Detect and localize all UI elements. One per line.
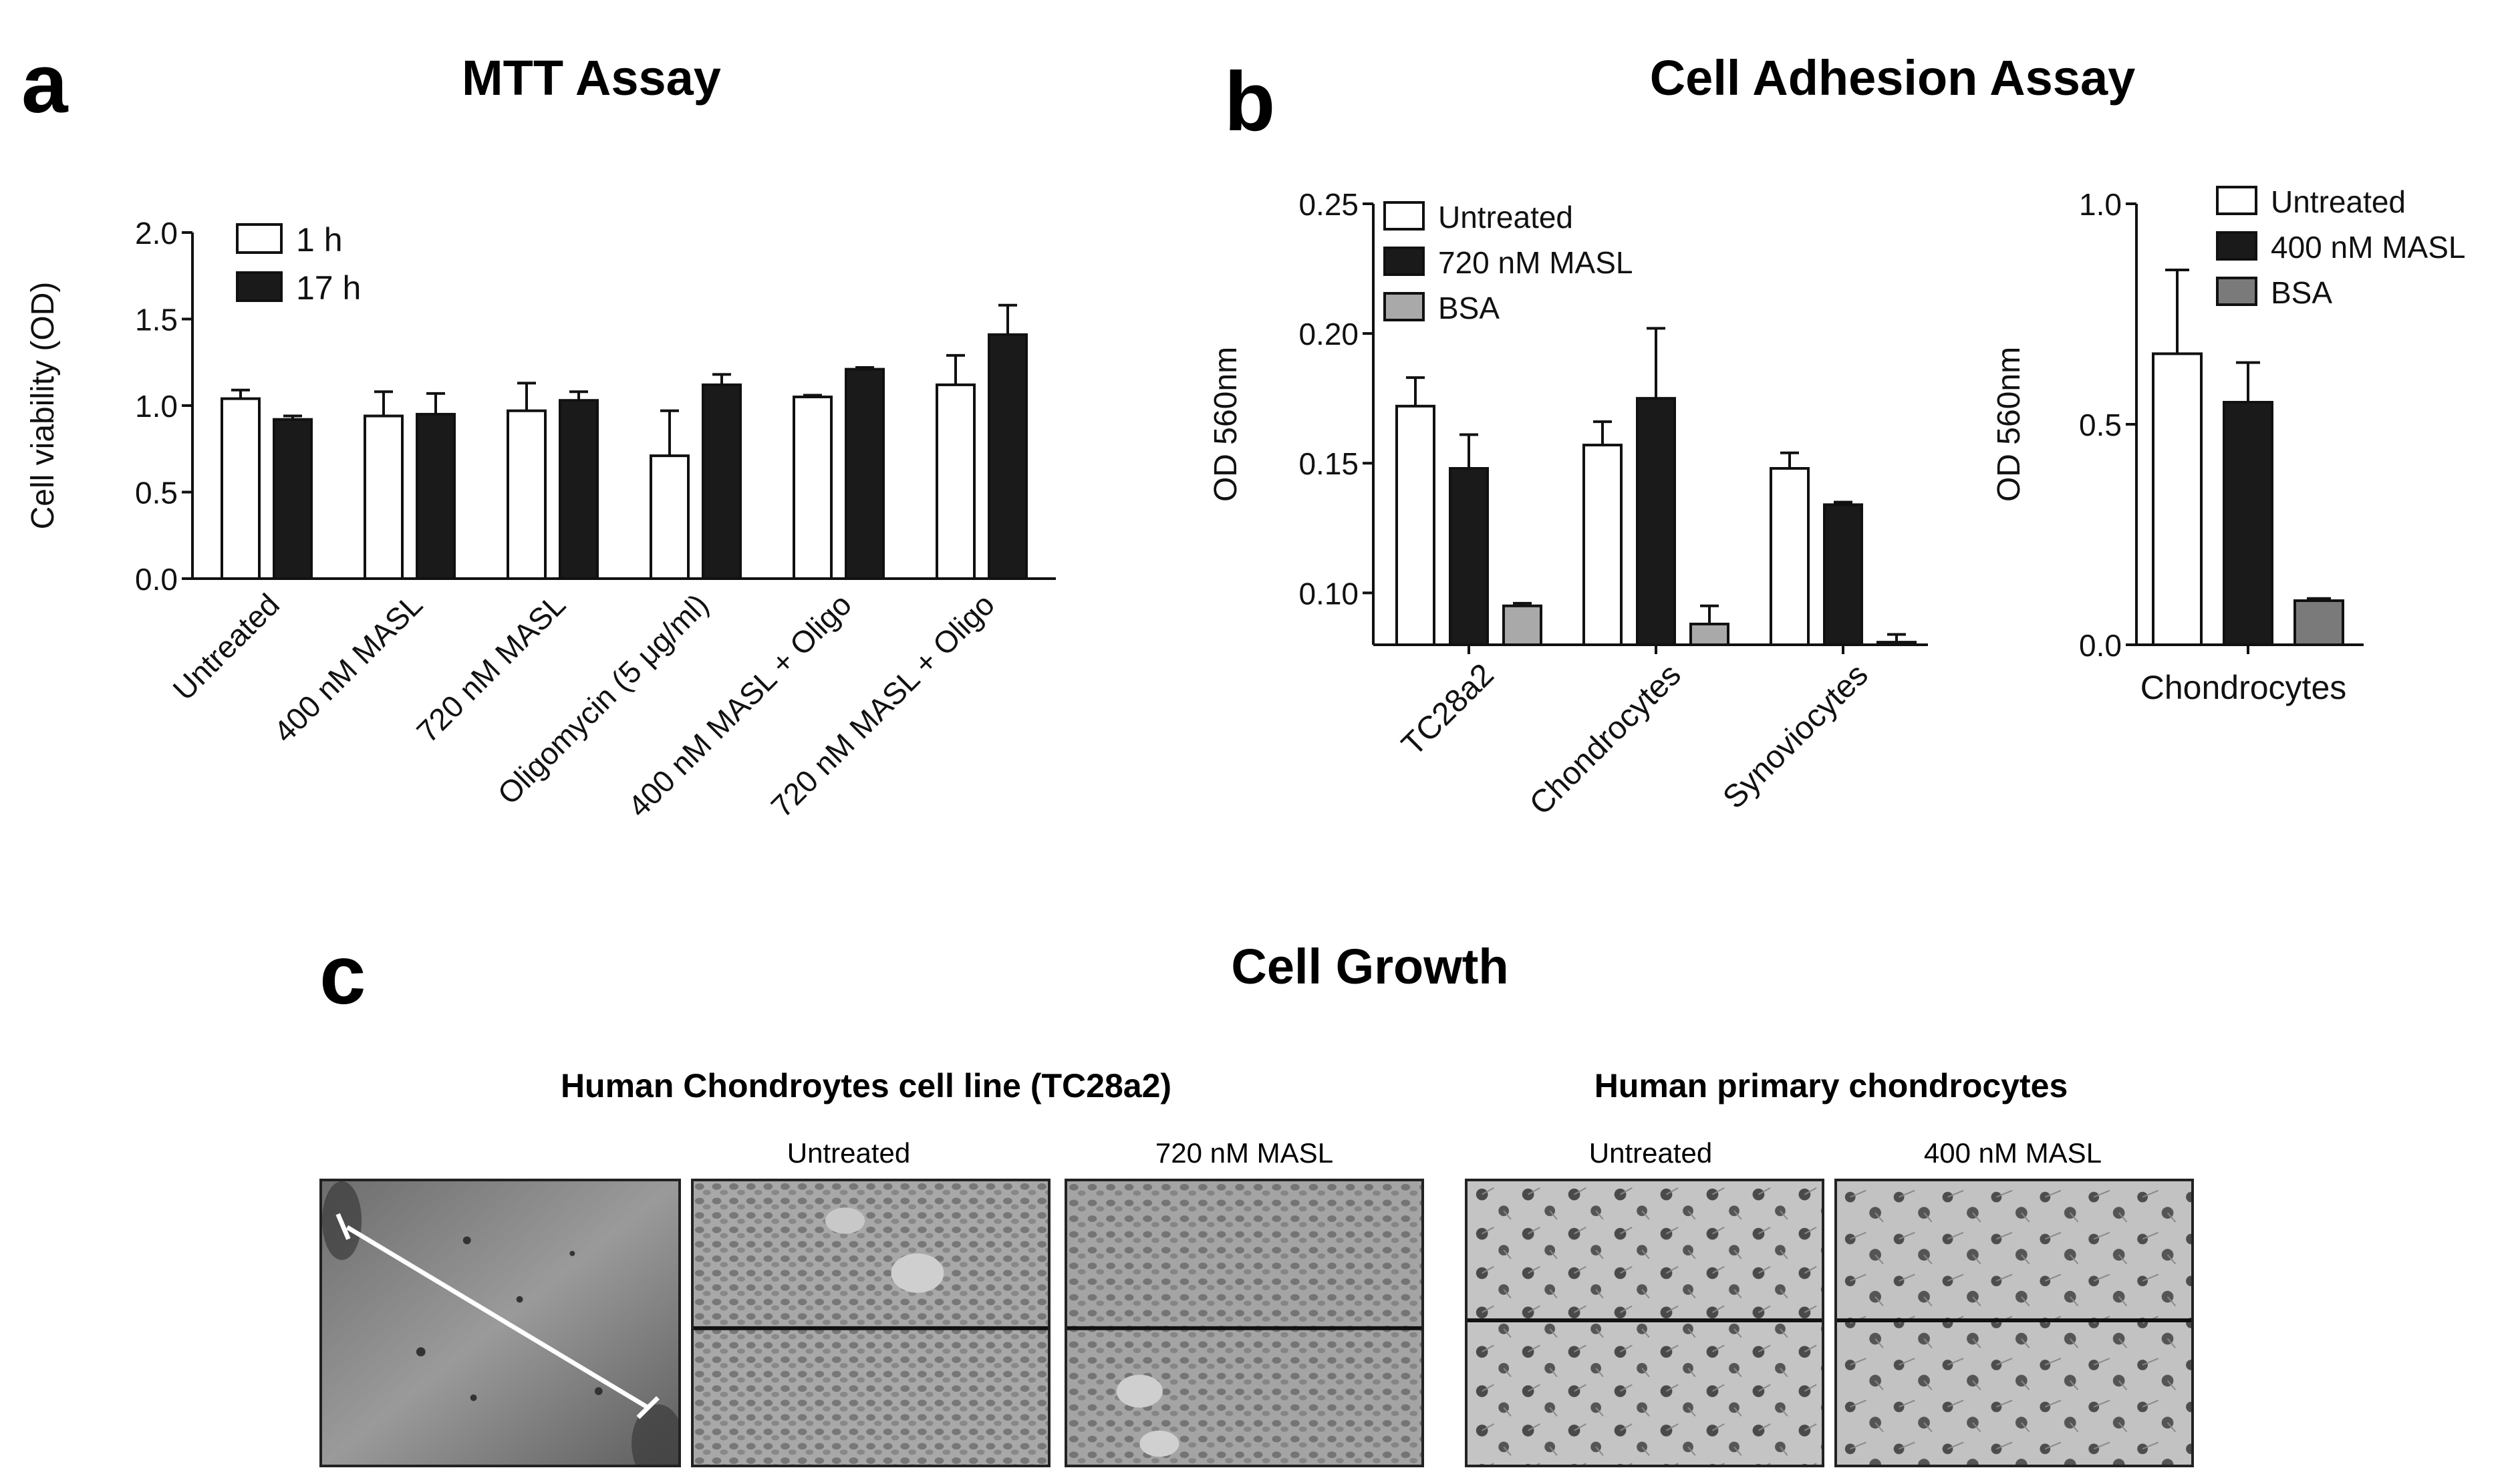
growth-panel-label-3: Untreated <box>1589 1137 1712 1169</box>
x-tick-label: 400 nM MASL <box>267 587 429 749</box>
y-tick-label: 1.5 <box>135 303 178 337</box>
bar-mtt-400-nm-masl-1-h <box>364 414 404 580</box>
bar-mtt-720-nm-masl-17-h <box>559 399 599 580</box>
y-tick-label: 0.5 <box>135 476 178 510</box>
micrograph-primary-untreated <box>1465 1179 1824 1467</box>
growth-panel-label-2: 720 nM MASL <box>1155 1137 1333 1169</box>
y-tick-label: 0.10 <box>1298 576 1359 611</box>
x-tick-label: Synoviocytes <box>1716 657 1874 815</box>
legend-label: Untreated <box>2271 184 2406 219</box>
bar-adhesion2-chondrocytes-untreated <box>2152 352 2203 647</box>
x-tick-label: TC28a2 <box>1395 657 1501 762</box>
bar-mtt-720-nm-masl-oligo-17-h <box>988 333 1028 580</box>
legend-swatch <box>1383 201 1425 231</box>
bar-adhesion1-chondrocytes-bsa <box>1689 622 1729 646</box>
legend-swatch <box>236 271 283 302</box>
bar-mtt-720-nm-masl-oligo-1-h <box>936 383 976 580</box>
mtt-title: MTT Assay <box>462 50 721 106</box>
legend-swatch <box>2216 277 2257 306</box>
y-tick-label: 2.0 <box>135 216 178 251</box>
x-axis-label: Chondrocytes <box>2140 669 2347 706</box>
y-tick-label: 1.0 <box>135 389 178 424</box>
bar-mtt-400-nm-masl-oligo-17-h <box>845 367 885 580</box>
micrograph-tc28a2-masl <box>1065 1179 1424 1467</box>
growth-panel-label-1: Untreated <box>787 1137 910 1169</box>
legend-label: 1 h <box>296 221 343 259</box>
legend-label: Untreated <box>1438 200 1573 235</box>
bar-mtt-untreated-17-h <box>273 418 313 580</box>
legend-label: 400 nM MASL <box>2271 230 2465 265</box>
legend-swatch <box>2216 231 2257 261</box>
legend-label: 17 h <box>296 269 361 307</box>
growth-group1-title: Human Chondroytes cell line (TC28a2) <box>561 1067 1171 1104</box>
bar-adhesion1-tc28a2-untreated <box>1395 404 1435 647</box>
bar-mtt-400-nm-masl-oligo-1-h <box>793 396 833 580</box>
micrograph-primary-masl <box>1834 1179 2194 1467</box>
bar-adhesion1-synoviocytes-720-nm-masl <box>1823 503 1863 647</box>
y-tick-label: 0.5 <box>2079 408 2122 442</box>
growth-title: Cell Growth <box>1231 939 1508 994</box>
bar-adhesion1-synoviocytes-untreated <box>1770 467 1810 646</box>
legend-swatch <box>1383 292 1425 321</box>
bar-adhesion1-chondrocytes-720-nm-masl <box>1636 397 1676 646</box>
bar-adhesion1-chondrocytes-untreated <box>1582 444 1623 646</box>
growth-group2-title: Human primary chondrocytes <box>1594 1067 2068 1104</box>
y-tick-label: 0.0 <box>2079 628 2122 663</box>
panel-label-c: c <box>319 929 366 1022</box>
y-axis-label: Cell viability (OD) <box>25 282 61 530</box>
x-tick-label: 720 nM MASL <box>410 587 572 749</box>
legend-label: BSA <box>1438 291 1500 325</box>
y-tick-label: 0.0 <box>135 562 178 597</box>
legend-label: BSA <box>2271 275 2332 310</box>
mtt-chart: 0.0 0.5 1.0 1.5 2.0 Cell viability (OD) Untrea… <box>25 216 1056 824</box>
legend-swatch <box>1383 247 1425 276</box>
bar-adhesion2-chondrocytes-400-nm-masl <box>2223 401 2273 646</box>
legend-swatch <box>236 223 283 254</box>
bar-mtt-oligomycin-5-g-ml--17-h <box>702 383 742 580</box>
micrograph-scratch-overview <box>319 1179 681 1467</box>
bar-mtt-400-nm-masl-17-h <box>416 412 456 581</box>
bar-adhesion1-tc28a2-720-nm-masl <box>1449 467 1489 646</box>
bar-mtt-untreated-1-h <box>221 397 261 580</box>
y-axis-label: OD 560nm <box>1991 347 2027 502</box>
y-tick-label: 1.0 <box>2079 187 2122 222</box>
y-tick-label: 0.20 <box>1298 317 1359 351</box>
panel-label-a: a <box>21 37 69 130</box>
legend-swatch <box>2216 186 2257 215</box>
y-axis-label: OD 560nm <box>1208 347 1244 502</box>
bar-mtt-720-nm-masl-1-h <box>507 409 547 581</box>
micrograph-tc28a2-untreated <box>691 1179 1051 1467</box>
legend-label: 720 nM MASL <box>1438 245 1633 280</box>
bar-adhesion1-synoviocytes-bsa <box>1876 641 1917 647</box>
growth-panel-label-4: 400 nM MASL <box>1924 1137 2102 1169</box>
adhesion-chart-1: 0.10 0.15 0.20 0.25 OD 560nm TC28a2 Chondrocyt… <box>1208 187 1928 822</box>
adhesion-title: Cell Adhesion Assay <box>1650 50 2136 106</box>
bar-adhesion1-tc28a2-bsa <box>1502 604 1542 647</box>
x-tick-label: Untreated <box>166 587 286 707</box>
bar-mtt-oligomycin-5-g-ml--1-h <box>650 454 690 580</box>
adhesion-chart-2: 0.0 0.5 1.0 OD 560nm Chondrocytes Untreated 40… <box>1991 184 2465 706</box>
y-tick-label: 0.15 <box>1298 446 1359 481</box>
x-tick-label: Chondrocytes <box>1523 657 1688 822</box>
y-tick-label: 0.25 <box>1298 187 1359 222</box>
bar-adhesion2-chondrocytes-bsa <box>2293 599 2344 646</box>
panel-label-b: b <box>1224 55 1275 148</box>
